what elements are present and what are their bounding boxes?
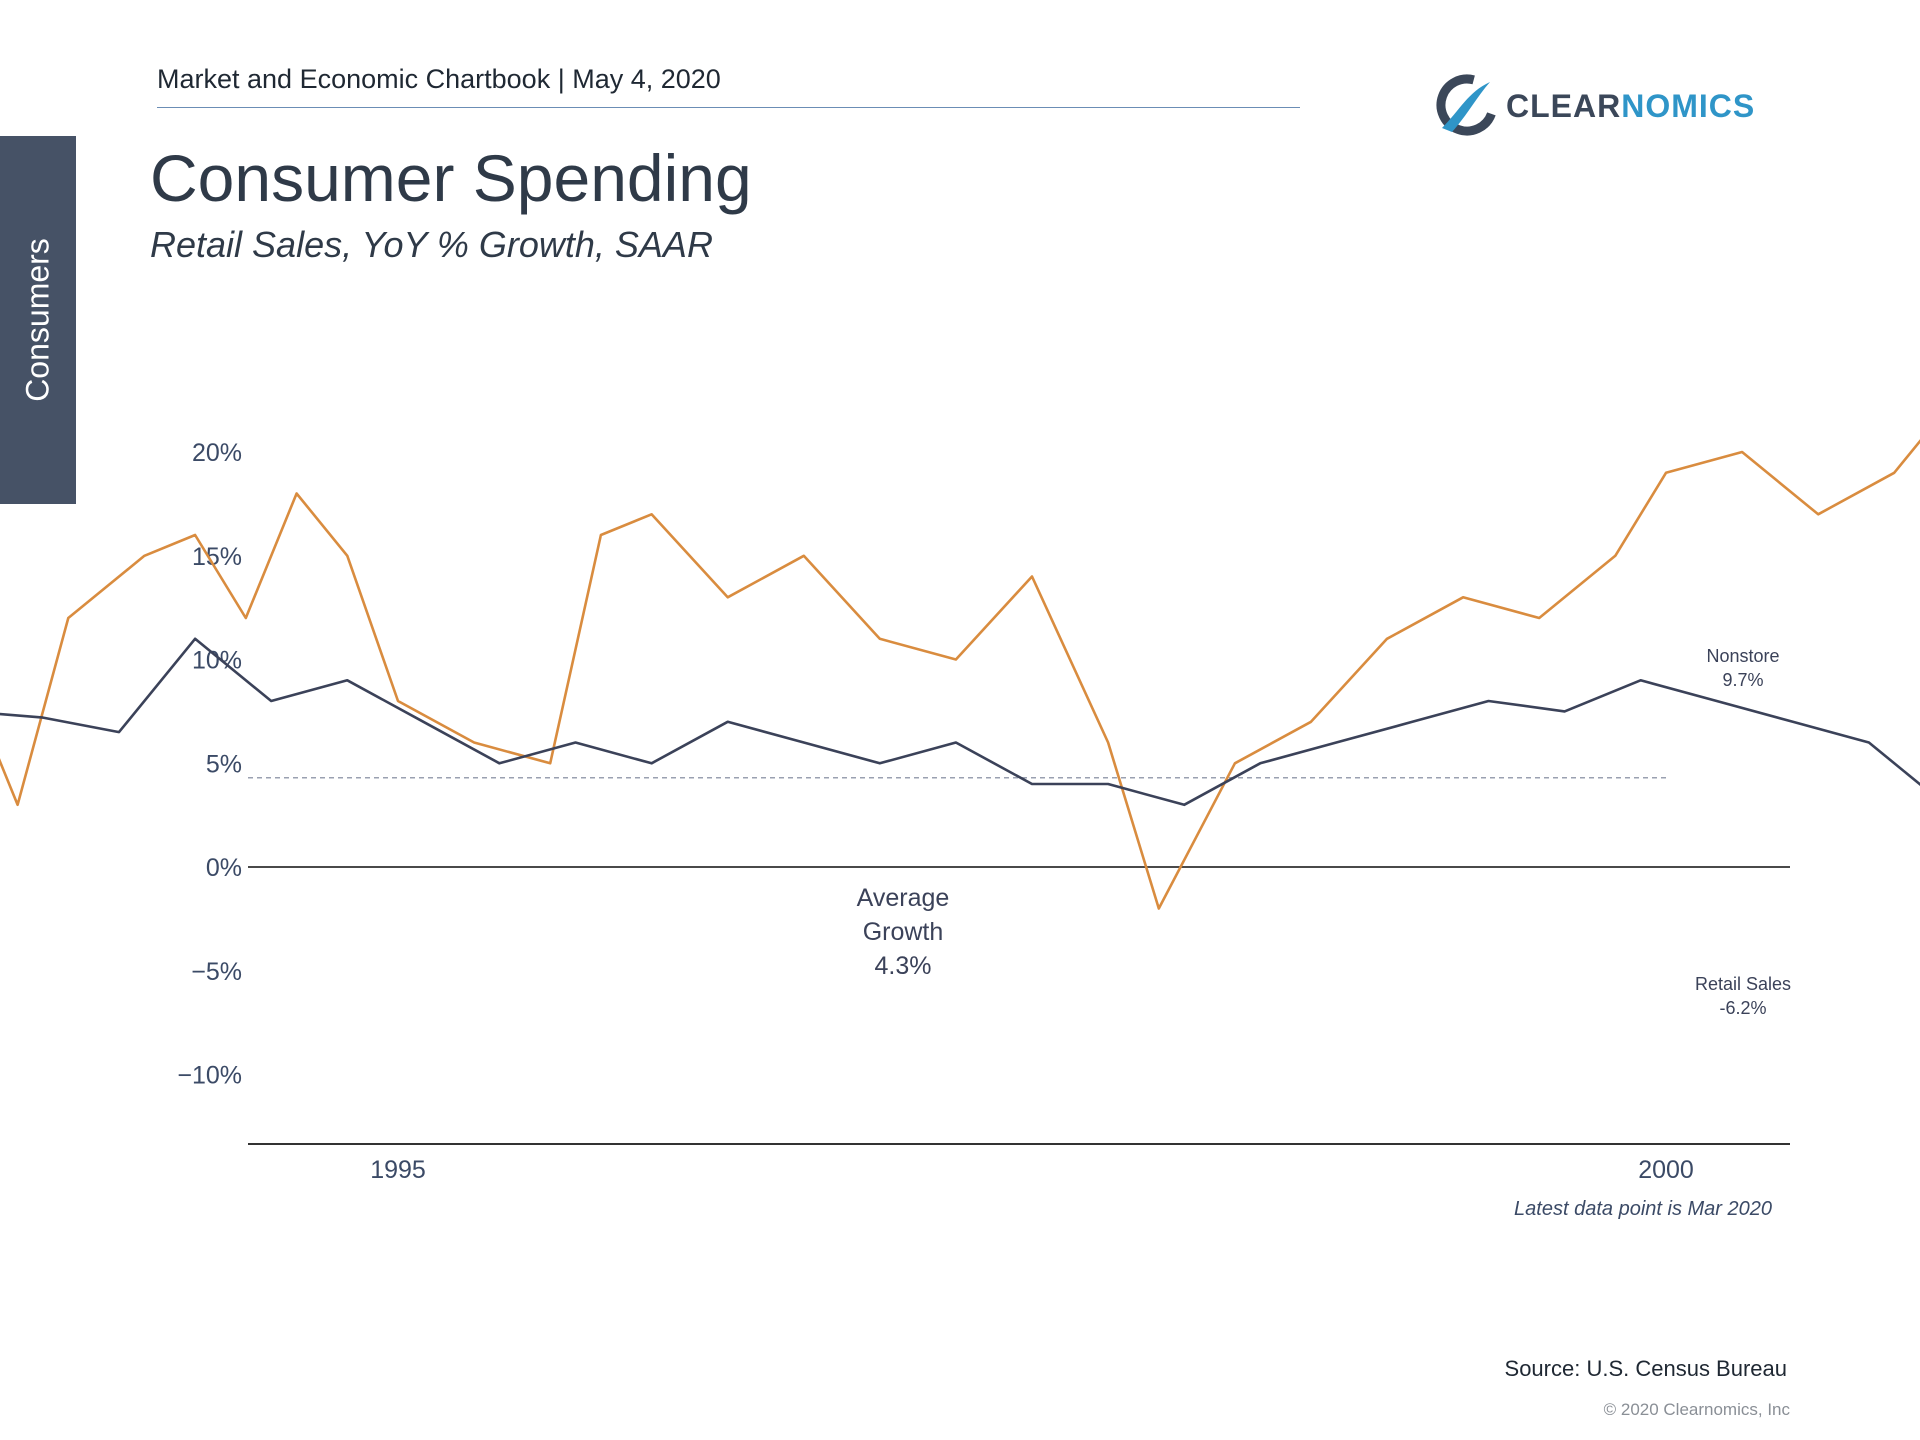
copyright-note: © 2020 Clearnomics, Inc — [1603, 1400, 1790, 1419]
latest-data-note: Latest data point is Mar 2020 — [1514, 1198, 1772, 1220]
y-tick-label: 20% — [192, 439, 242, 467]
average-growth-label: 4.3% — [875, 952, 932, 980]
clearnomics-logo-text: CLEARNOMICS — [1506, 88, 1755, 125]
series-line-nonstore — [0, 439, 1920, 910]
clearnomics-logo-icon — [1436, 74, 1498, 136]
average-growth-label: Growth — [863, 918, 944, 946]
average-growth-label: Average — [857, 884, 950, 912]
y-tick-label: −10% — [177, 1062, 242, 1090]
series-line-retail-sales — [0, 637, 1920, 807]
chartbook-header: Market and Economic Chartbook | May 4, 2… — [157, 64, 721, 94]
page-subtitle: Retail Sales, YoY % Growth, SAAR — [150, 224, 713, 265]
logo-text-dark: CLEAR — [1506, 88, 1622, 124]
header-divider — [157, 107, 1300, 108]
section-tab-consumers[interactable]: Consumers — [0, 136, 76, 504]
page-title: Consumer Spending — [150, 141, 752, 215]
series-end-label: -6.2% — [1719, 998, 1766, 1018]
x-tick-label: 1995 — [370, 1156, 426, 1184]
series-end-label: 9.7% — [1722, 670, 1763, 690]
x-tick-label: 2000 — [1638, 1156, 1694, 1184]
y-tick-label: 0% — [206, 854, 242, 882]
series-end-label: Retail Sales — [1695, 974, 1791, 994]
series-end-label: Nonstore — [1706, 646, 1779, 666]
source-note: Source: U.S. Census Bureau — [1504, 1356, 1787, 1381]
y-tick-label: 15% — [192, 543, 242, 571]
y-tick-label: 5% — [206, 750, 242, 778]
logo-text-accent: NOMICS — [1621, 88, 1756, 124]
y-tick-label: −5% — [191, 958, 242, 986]
